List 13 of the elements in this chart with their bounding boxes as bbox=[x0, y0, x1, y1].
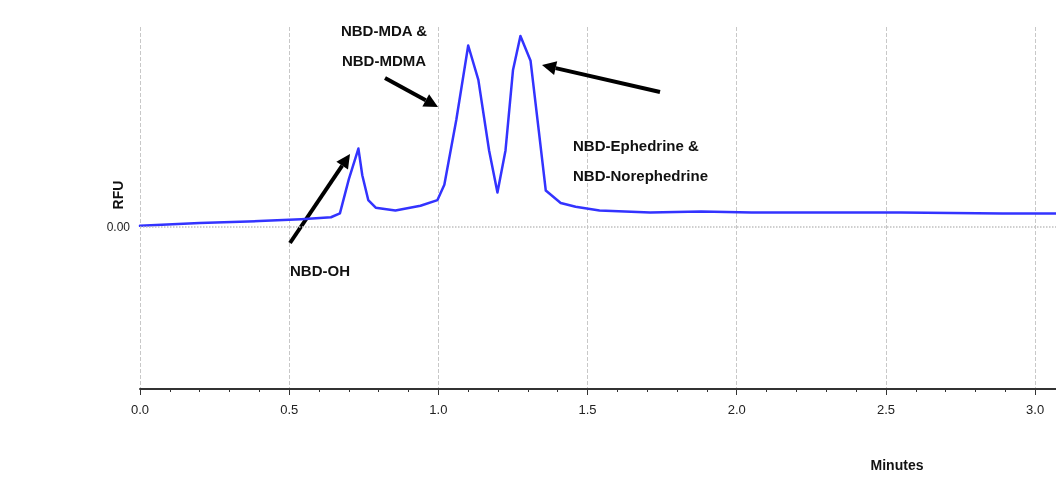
x-tick-label: 0.5 bbox=[280, 402, 299, 417]
x-axis-title: Minutes bbox=[870, 457, 924, 473]
x-tick-label: 0.0 bbox=[130, 402, 150, 417]
x-tick-label: 1.5 bbox=[578, 402, 597, 417]
x-tick-label: 2.0 bbox=[727, 402, 746, 417]
y-axis-title: RFU bbox=[110, 180, 126, 210]
x-tick-label: 2.5 bbox=[876, 402, 895, 417]
text: NBD-OH bbox=[290, 261, 350, 279]
x-tick-label: 3.0 bbox=[1026, 402, 1045, 417]
ref-line-label: 0.00 bbox=[106, 219, 131, 234]
x-tick-label: 1.0 bbox=[429, 402, 448, 417]
annotation: NBD-Ephedrine & NBD-Norephedrine bbox=[573, 136, 709, 184]
annotation: NBD-MDA & NBD-MDMA bbox=[340, 21, 428, 69]
